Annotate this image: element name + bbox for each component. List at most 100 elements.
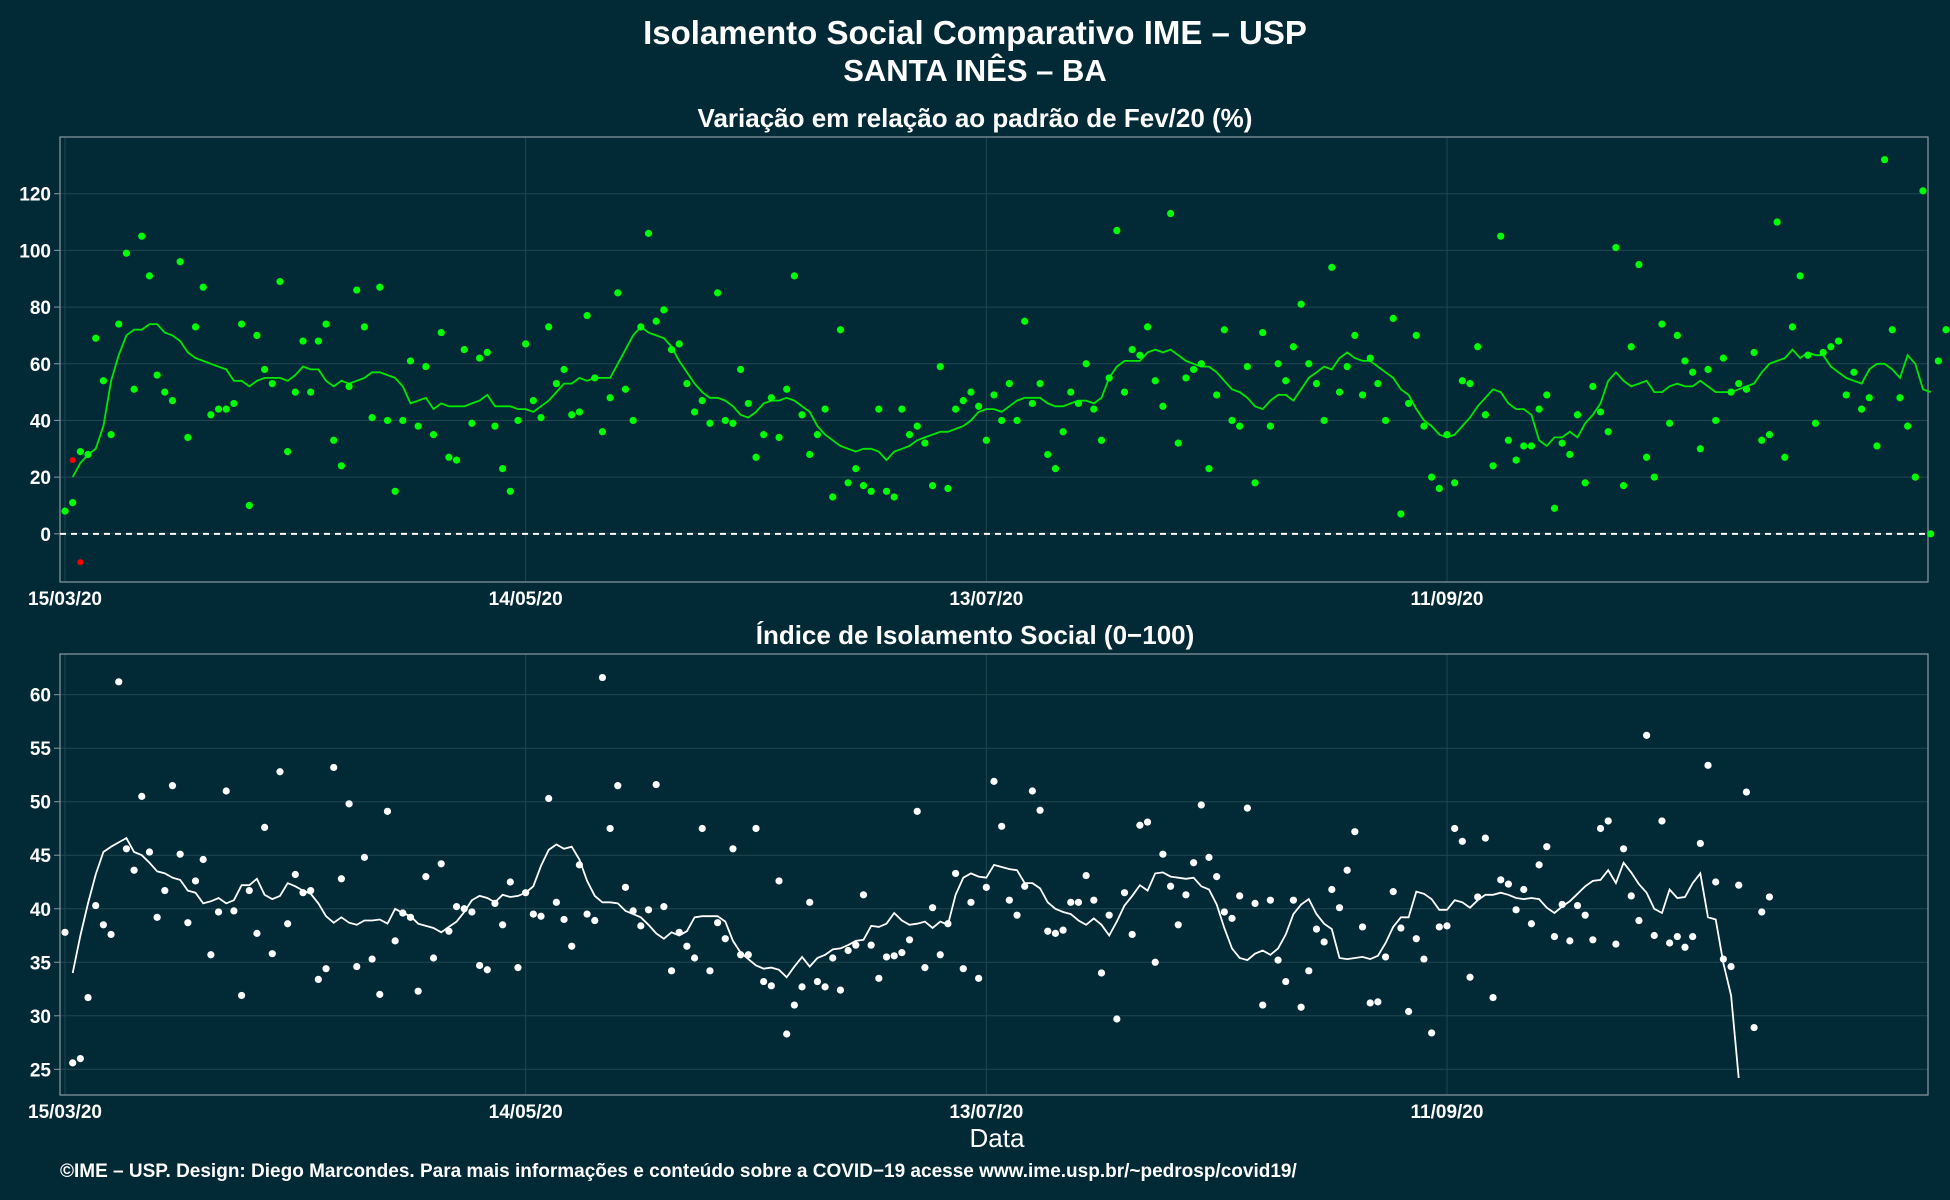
data-point bbox=[161, 886, 169, 895]
data-point bbox=[1443, 431, 1451, 439]
data-point bbox=[898, 405, 906, 413]
data-point bbox=[207, 951, 215, 959]
data-point bbox=[1673, 932, 1681, 941]
data-point bbox=[475, 961, 484, 970]
data-point bbox=[452, 456, 461, 464]
data-point bbox=[1581, 479, 1589, 487]
data-point bbox=[168, 396, 177, 405]
data-point bbox=[307, 886, 315, 895]
data-point bbox=[882, 487, 891, 495]
data-point bbox=[153, 371, 161, 379]
data-point bbox=[391, 937, 399, 945]
data-point bbox=[545, 794, 553, 803]
x-tick-label: 14/05/20 bbox=[489, 589, 563, 610]
data-point bbox=[337, 875, 345, 883]
data-point bbox=[1527, 920, 1536, 928]
data-point bbox=[230, 399, 238, 408]
data-point bbox=[1435, 484, 1443, 493]
data-point bbox=[115, 320, 123, 328]
data-point bbox=[1520, 885, 1528, 894]
data-point bbox=[291, 870, 299, 879]
data-point bbox=[844, 946, 852, 955]
data-point bbox=[1489, 462, 1497, 470]
data-point bbox=[61, 507, 69, 515]
bottom-panel-title: Índice de Isolamento Social (0−100) bbox=[756, 620, 1195, 650]
data-point bbox=[1028, 787, 1036, 795]
y-tick-label: 50 bbox=[30, 793, 51, 814]
data-point bbox=[875, 405, 883, 413]
data-point bbox=[1366, 354, 1374, 362]
data-point bbox=[537, 912, 545, 920]
data-point bbox=[99, 377, 107, 385]
data-point bbox=[952, 405, 960, 413]
plot-frame bbox=[59, 136, 1929, 583]
data-point bbox=[859, 891, 868, 899]
data-point bbox=[1059, 428, 1067, 436]
data-point bbox=[898, 949, 906, 957]
data-point bbox=[967, 388, 975, 396]
data-point bbox=[176, 850, 184, 858]
data-point bbox=[1550, 504, 1559, 512]
data-point bbox=[230, 907, 238, 915]
data-point bbox=[1266, 422, 1274, 430]
data-point bbox=[752, 453, 760, 461]
data-point bbox=[637, 323, 645, 331]
data-point bbox=[667, 345, 676, 354]
data-point bbox=[1919, 187, 1927, 195]
data-point bbox=[107, 431, 115, 439]
data-point bbox=[706, 967, 714, 975]
data-point bbox=[383, 416, 392, 425]
data-point bbox=[714, 289, 722, 297]
data-point bbox=[852, 465, 860, 473]
data-point bbox=[1220, 908, 1228, 916]
data-point bbox=[1689, 368, 1697, 376]
data-point bbox=[299, 337, 307, 345]
data-point bbox=[399, 909, 407, 917]
data-point bbox=[1719, 955, 1727, 963]
data-point bbox=[1474, 893, 1482, 901]
data-point bbox=[1512, 906, 1520, 914]
data-point bbox=[1888, 326, 1896, 334]
data-point bbox=[905, 431, 914, 439]
y-tick-label: 120 bbox=[19, 185, 51, 206]
data-point bbox=[568, 411, 576, 419]
data-point bbox=[84, 450, 92, 459]
data-point bbox=[836, 326, 845, 334]
data-point bbox=[829, 493, 837, 501]
data-point bbox=[1128, 930, 1136, 939]
data-point bbox=[1497, 232, 1505, 240]
data-point bbox=[813, 431, 822, 439]
data-point bbox=[967, 898, 975, 906]
data-point bbox=[1090, 896, 1098, 904]
data-point bbox=[1389, 888, 1397, 896]
data-point bbox=[1174, 439, 1182, 447]
data-point bbox=[783, 385, 791, 393]
data-point bbox=[798, 983, 806, 991]
data-point bbox=[1543, 843, 1551, 851]
data-point bbox=[1650, 473, 1658, 481]
data-point bbox=[675, 340, 683, 348]
data-point bbox=[475, 354, 484, 362]
data-point bbox=[122, 249, 131, 257]
data-point bbox=[191, 323, 200, 331]
data-point bbox=[414, 422, 422, 430]
data-point bbox=[1013, 416, 1021, 425]
data-point bbox=[1497, 876, 1505, 884]
data-point bbox=[637, 922, 645, 930]
data-point bbox=[483, 966, 491, 974]
data-point bbox=[852, 941, 860, 949]
data-point bbox=[1742, 385, 1751, 393]
data-point bbox=[1190, 365, 1198, 374]
data-point bbox=[1558, 900, 1566, 909]
data-point bbox=[913, 807, 921, 815]
data-point bbox=[737, 365, 745, 374]
data-point bbox=[1251, 899, 1259, 908]
data-point bbox=[1765, 893, 1774, 901]
data-point bbox=[107, 930, 115, 939]
data-point bbox=[153, 913, 161, 921]
data-point bbox=[1312, 925, 1321, 933]
data-point bbox=[391, 487, 399, 495]
data-point bbox=[1666, 419, 1674, 427]
data-point bbox=[368, 414, 376, 422]
data-point bbox=[1619, 482, 1628, 490]
